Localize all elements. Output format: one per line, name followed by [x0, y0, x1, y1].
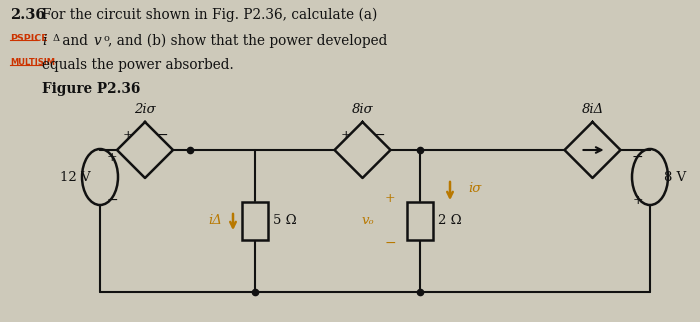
Text: −: −	[107, 193, 118, 207]
Text: 2.36: 2.36	[10, 8, 46, 22]
Text: equals the power absorbed.: equals the power absorbed.	[42, 58, 234, 72]
Text: For the circuit shown in Fig. P2.36, calculate (a): For the circuit shown in Fig. P2.36, cal…	[42, 8, 377, 23]
Text: 2iσ: 2iσ	[134, 103, 156, 116]
Text: and: and	[58, 34, 92, 48]
Text: , and (b) show that the power developed: , and (b) show that the power developed	[108, 34, 387, 48]
Text: vₒ: vₒ	[362, 214, 375, 228]
Text: v: v	[93, 34, 101, 48]
Text: iΔ: iΔ	[208, 214, 222, 228]
Text: iσ: iσ	[468, 183, 482, 195]
Text: MULTISIM: MULTISIM	[10, 58, 55, 67]
Text: 12 V: 12 V	[60, 171, 90, 184]
Text: PSPICE: PSPICE	[10, 34, 48, 43]
Text: 8 V: 8 V	[664, 171, 686, 184]
Text: Figure P2.36: Figure P2.36	[42, 82, 141, 96]
Text: i: i	[42, 34, 46, 48]
Text: −: −	[374, 128, 385, 142]
Text: Δ: Δ	[53, 34, 60, 43]
Text: 8iΔ: 8iΔ	[582, 103, 603, 116]
Text: −: −	[384, 236, 395, 250]
Text: −: −	[156, 128, 168, 142]
Text: +: +	[632, 194, 643, 206]
Text: +: +	[107, 150, 118, 164]
Text: +: +	[340, 129, 351, 142]
Text: 5 Ω: 5 Ω	[273, 214, 297, 228]
Text: −: −	[631, 150, 643, 164]
Text: +: +	[122, 129, 133, 142]
Text: +: +	[385, 193, 396, 205]
Text: 8iσ: 8iσ	[351, 103, 373, 116]
Text: 2 Ω: 2 Ω	[438, 214, 461, 228]
Text: o: o	[103, 34, 109, 43]
